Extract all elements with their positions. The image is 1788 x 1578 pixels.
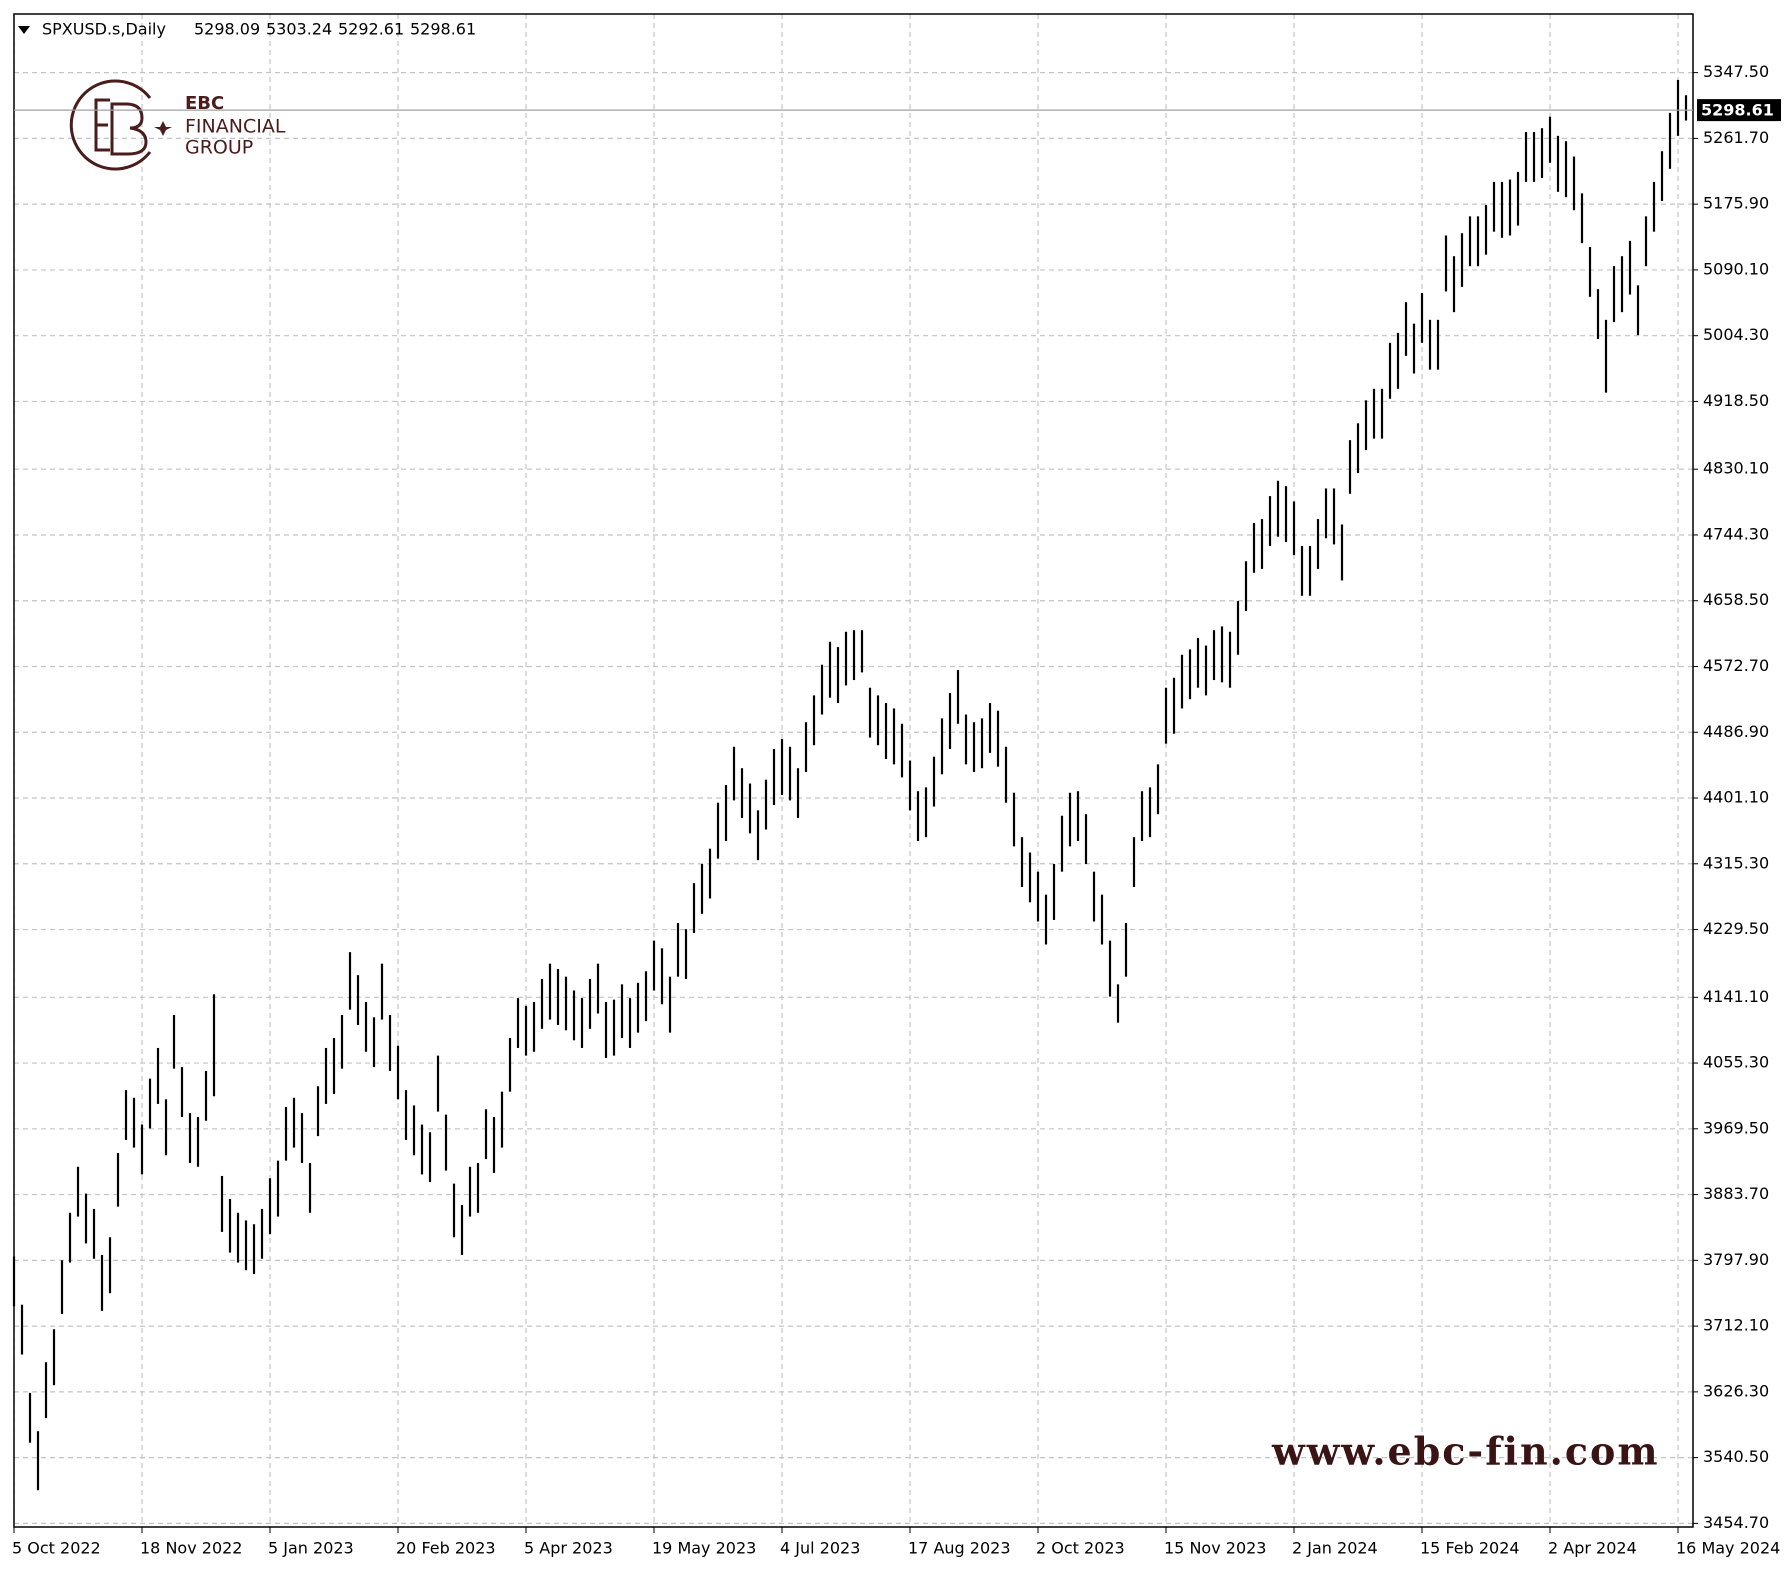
y-tick-label: 4918.50 bbox=[1703, 391, 1769, 410]
y-tick-label: 3540.50 bbox=[1703, 1447, 1769, 1466]
symbol: SPXUSD.s,Daily bbox=[42, 20, 166, 39]
x-tick-label: 2 Jan 2024 bbox=[1292, 1539, 1378, 1558]
plot-frame bbox=[13, 13, 1694, 1528]
logo-ring bbox=[69, 79, 152, 171]
x-tick-label: 2 Apr 2024 bbox=[1548, 1539, 1637, 1558]
x-tick-label: 20 Feb 2023 bbox=[396, 1539, 496, 1558]
bars bbox=[12, 79, 1688, 1491]
y-tick-label: 4401.10 bbox=[1703, 788, 1769, 807]
watermark: www.ebc-fin.com bbox=[1271, 1429, 1660, 1474]
y-tick-label: 4141.10 bbox=[1703, 987, 1769, 1006]
y-tick-label: 4229.50 bbox=[1703, 919, 1769, 938]
y-tick-label: 4572.70 bbox=[1703, 656, 1769, 675]
header-high: 5303.24 bbox=[266, 20, 332, 39]
y-tick-label: 3969.50 bbox=[1703, 1118, 1769, 1137]
logo-line2: GROUP bbox=[185, 137, 253, 159]
logo-star bbox=[154, 121, 172, 136]
header-low: 5292.61 bbox=[338, 20, 404, 39]
y-tick-label: 4744.30 bbox=[1703, 524, 1769, 543]
x-tick-label: 17 Aug 2023 bbox=[908, 1539, 1011, 1558]
x-tick-label: 5 Jan 2023 bbox=[268, 1539, 354, 1558]
y-tick-label: 3797.90 bbox=[1703, 1250, 1769, 1269]
x-tick-label: 18 Nov 2022 bbox=[140, 1539, 242, 1558]
x-tick-label: 15 Feb 2024 bbox=[1420, 1539, 1520, 1558]
current-price-box bbox=[1697, 99, 1781, 122]
logo-line1: FINANCIAL bbox=[185, 116, 286, 138]
y-tick-label: 4830.10 bbox=[1703, 459, 1769, 478]
current-price-label: 5298.61 bbox=[1701, 101, 1774, 120]
header-close: 5298.61 bbox=[410, 20, 476, 39]
header-open: 5298.09 bbox=[194, 20, 260, 39]
collapse-arrow[interactable] bbox=[18, 26, 30, 34]
y-tick-label: 3883.70 bbox=[1703, 1184, 1769, 1203]
x-tick-label: 15 Nov 2023 bbox=[1164, 1539, 1266, 1558]
x-tick-label: 2 Oct 2023 bbox=[1036, 1539, 1125, 1558]
y-tick-label: 3712.10 bbox=[1703, 1316, 1769, 1335]
y-tick-label: 3454.70 bbox=[1703, 1513, 1769, 1532]
x-tick-label: 5 Oct 2022 bbox=[12, 1539, 101, 1558]
x-tick-label: 19 May 2023 bbox=[652, 1539, 756, 1558]
y-tick-label: 5175.90 bbox=[1703, 194, 1769, 213]
y-tick-label: 4315.30 bbox=[1703, 853, 1769, 872]
y-tick-label: 4658.50 bbox=[1703, 590, 1769, 609]
x-tick-label: 4 Jul 2023 bbox=[780, 1539, 860, 1558]
y-tick-label: 5261.70 bbox=[1703, 128, 1769, 147]
y-tick-label: 4486.90 bbox=[1703, 722, 1769, 741]
x-tick-label: 5 Apr 2023 bbox=[524, 1539, 613, 1558]
y-tick-label: 3626.30 bbox=[1703, 1381, 1769, 1400]
y-tick-label: 5347.50 bbox=[1703, 62, 1769, 81]
y-tick-label: 4055.30 bbox=[1703, 1053, 1769, 1072]
y-tick-label: 5004.30 bbox=[1703, 325, 1769, 344]
y-tick-label: 5090.10 bbox=[1703, 259, 1769, 278]
x-tick-label: 16 May 2024 bbox=[1676, 1539, 1780, 1558]
logo-name: EBC bbox=[185, 93, 224, 114]
grid bbox=[13, 14, 1693, 1527]
logo bbox=[69, 79, 172, 171]
